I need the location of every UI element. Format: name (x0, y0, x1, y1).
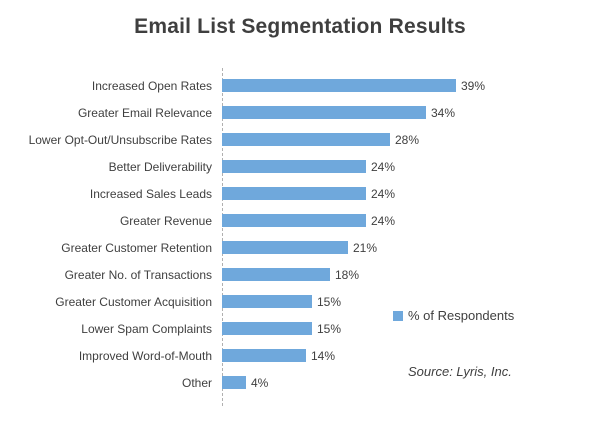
bar-row: Greater No. of Transactions 18% (0, 261, 600, 288)
bar-track: 4% (222, 369, 268, 396)
bar (222, 160, 366, 173)
value-label: 21% (353, 240, 378, 255)
bar-row: Other 4% (0, 369, 600, 396)
category-label: Greater No. of Transactions (64, 267, 212, 282)
bar (222, 376, 246, 389)
value-label: 34% (431, 105, 456, 120)
value-label: 24% (371, 213, 396, 228)
bar-track: 18% (222, 261, 359, 288)
bar-track: 24% (222, 180, 395, 207)
bar-track: 28% (222, 126, 419, 153)
bar-track: 39% (222, 72, 485, 99)
category-label: Improved Word-of-Mouth (78, 348, 212, 363)
bar-track: 24% (222, 207, 395, 234)
bar-row: Greater Email Relevance 34% (0, 99, 600, 126)
bar-rows: Increased Open Rates 39% Greater Email Rel… (0, 72, 600, 396)
bar (222, 214, 366, 227)
bar-track: 14% (222, 342, 335, 369)
category-label: Increased Open Rates (91, 78, 212, 93)
value-label: 39% (461, 78, 486, 93)
value-label: 24% (371, 186, 396, 201)
bar (222, 295, 312, 308)
category-label: Greater Customer Retention (61, 240, 212, 255)
bar (222, 268, 330, 281)
category-label: Increased Sales Leads (89, 186, 212, 201)
bar-track: 15% (222, 288, 341, 315)
category-label: Greater Email Relevance (77, 105, 212, 120)
bar-row: Increased Open Rates 39% (0, 72, 600, 99)
bar-row: Greater Customer Acquisition 15% (0, 288, 600, 315)
bar-row: Better Deliverability 24% (0, 153, 600, 180)
bar-row: Lower Spam Complaints 15% (0, 315, 600, 342)
category-label: Greater Revenue (119, 213, 212, 228)
bar-track: 21% (222, 234, 377, 261)
bar-row: Increased Sales Leads 24% (0, 180, 600, 207)
category-label: Greater Customer Acquisition (55, 294, 212, 309)
axis-baseline (222, 68, 223, 406)
bar-row: Greater Customer Retention 21% (0, 234, 600, 261)
bar (222, 79, 456, 92)
bar-row: Greater Revenue 24% (0, 207, 600, 234)
value-label: 18% (335, 267, 360, 282)
bar-track: 34% (222, 99, 455, 126)
bar (222, 349, 306, 362)
legend-swatch-icon (393, 310, 403, 321)
bar-row: Improved Word-of-Mouth 14% (0, 342, 600, 369)
category-label: Lower Spam Complaints (81, 321, 212, 336)
chart-title: Email List Segmentation Results (134, 15, 466, 38)
value-label: 14% (311, 348, 336, 363)
bar (222, 322, 312, 335)
bar (222, 133, 390, 146)
legend: % of Respondents (393, 308, 514, 323)
value-label: 24% (371, 159, 396, 174)
value-label: 28% (395, 132, 420, 147)
bar (222, 106, 426, 119)
bar (222, 241, 348, 254)
value-label: 4% (251, 375, 269, 390)
category-label: Lower Opt-Out/Unsubscribe Rates (28, 132, 212, 147)
legend-label: % of Respondents (408, 308, 515, 323)
source-note: Source: Lyris, Inc. (408, 364, 512, 379)
bar-track: 24% (222, 153, 395, 180)
bar (222, 187, 366, 200)
bar-track: 15% (222, 315, 341, 342)
category-label: Better Deliverability (108, 159, 212, 174)
category-label: Other (181, 375, 212, 390)
value-label: 15% (317, 321, 342, 336)
bar-row: Lower Opt-Out/Unsubscribe Rates 28% (0, 126, 600, 153)
value-label: 15% (317, 294, 342, 309)
